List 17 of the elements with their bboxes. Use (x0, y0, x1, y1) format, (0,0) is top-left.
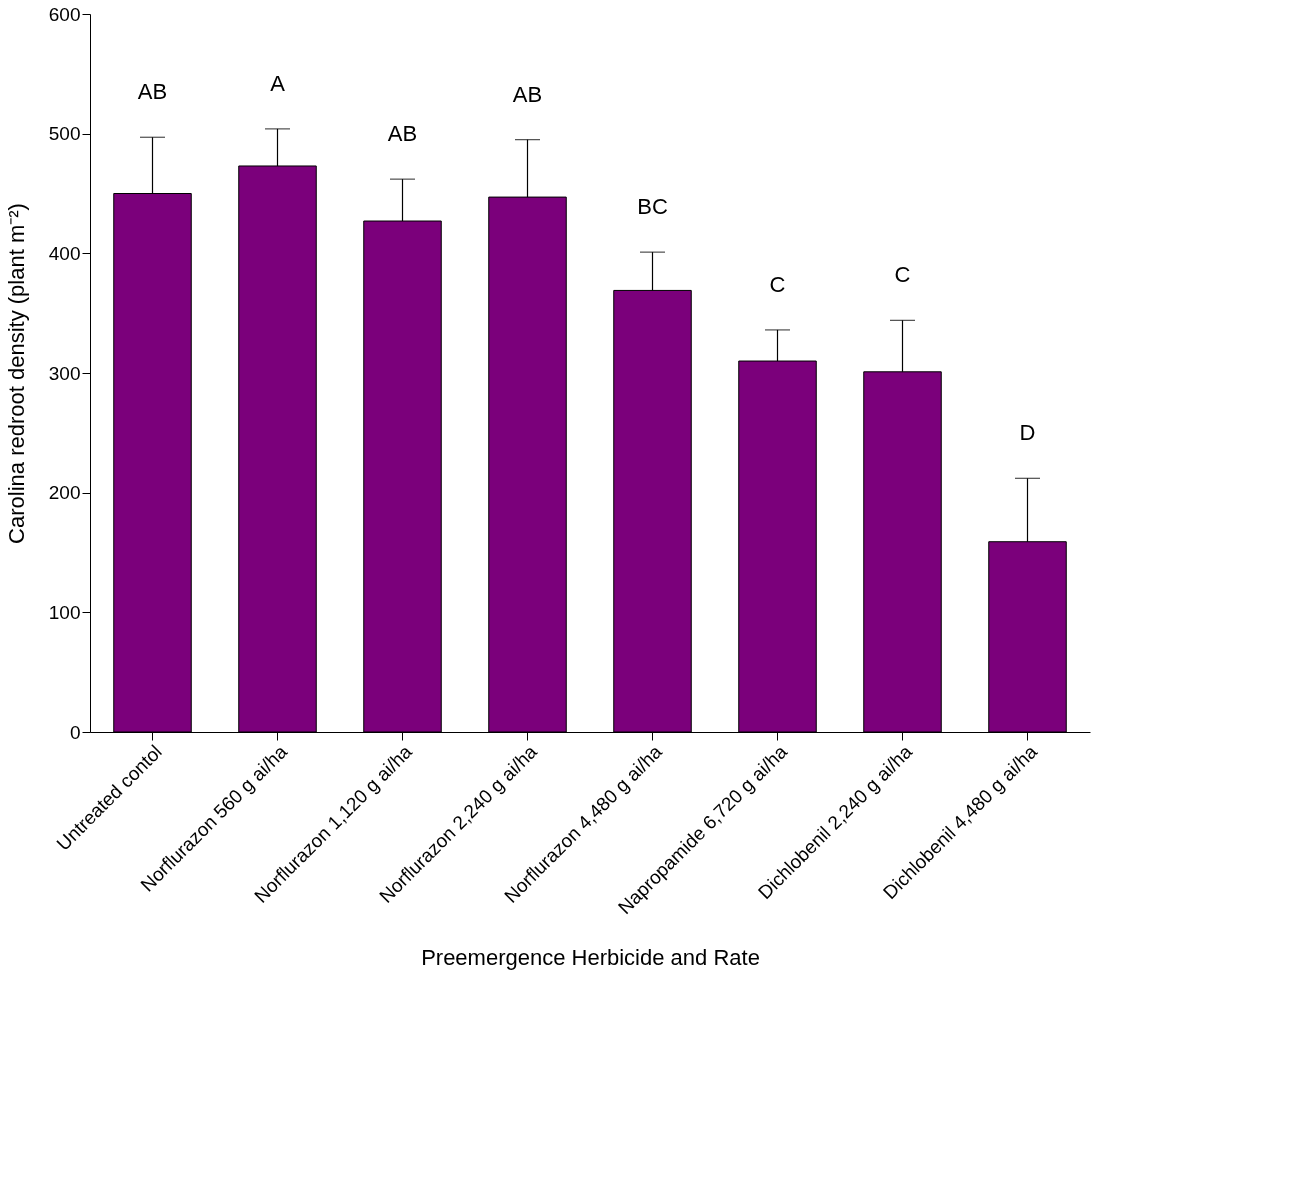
y-tick-label: 100 (48, 601, 81, 623)
y-tick-label: 400 (48, 242, 81, 264)
annotation: AB (137, 79, 168, 105)
annotation: D (1019, 420, 1036, 446)
y-axis-title: Carolina redroot density (plant m⁻²) (3, 203, 29, 544)
annotation: AB (512, 81, 543, 107)
annotation: C (894, 262, 911, 288)
y-tick-label: 500 (48, 123, 81, 145)
annotation: C (769, 271, 786, 297)
annotation: AB (387, 121, 418, 147)
y-tick-label: 300 (48, 362, 81, 384)
y-tick-label: 600 (48, 3, 81, 25)
annotation: A (270, 70, 286, 96)
y-tick-label: 0 (69, 721, 81, 743)
y-tick-label: 200 (48, 482, 81, 504)
annotation: BC (637, 194, 668, 220)
x-axis-title: Preemergence Herbicide and Rate (421, 945, 760, 971)
